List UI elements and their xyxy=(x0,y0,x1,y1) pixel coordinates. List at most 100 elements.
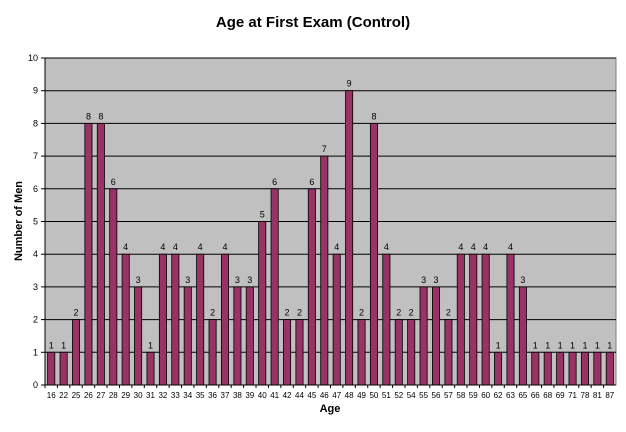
bar-age-78 xyxy=(580,351,589,386)
data-label: 1 xyxy=(595,340,600,350)
bar-age-65 xyxy=(518,286,527,386)
x-tick-label: 54 xyxy=(407,391,416,400)
data-label: 8 xyxy=(371,111,376,121)
data-label: 2 xyxy=(297,308,302,318)
y-axis-label: Number of Men xyxy=(13,181,25,261)
x-tick-label: 33 xyxy=(171,391,180,400)
data-label: 4 xyxy=(334,242,339,252)
data-label: 5 xyxy=(260,210,265,220)
y-tick-label: 10 xyxy=(28,53,38,63)
x-tick-label: 55 xyxy=(419,391,428,400)
data-label: 3 xyxy=(421,275,426,285)
bars xyxy=(47,90,614,386)
bar-age-27 xyxy=(96,123,105,386)
bar-age-48 xyxy=(345,90,354,386)
bar-age-25 xyxy=(72,319,81,386)
bar-age-41 xyxy=(270,188,279,386)
data-label: 2 xyxy=(409,308,414,318)
data-label: 6 xyxy=(309,177,314,187)
x-tick-label: 25 xyxy=(72,391,81,400)
bar-age-39 xyxy=(245,286,254,386)
bar-age-50 xyxy=(369,123,378,386)
data-label: 4 xyxy=(458,242,463,252)
y-tick-label: 5 xyxy=(33,217,38,227)
data-label: 4 xyxy=(160,242,165,252)
data-label: 2 xyxy=(74,308,79,318)
x-tick-label: 68 xyxy=(543,391,552,400)
data-label: 1 xyxy=(582,340,587,350)
data-label: 4 xyxy=(173,242,178,252)
y-tick-label: 9 xyxy=(33,86,38,96)
x-tick-label: 41 xyxy=(270,391,279,400)
bar-age-49 xyxy=(357,319,366,386)
y-tick-label: 4 xyxy=(33,249,38,259)
y-tick-label: 1 xyxy=(33,347,38,357)
bar-age-56 xyxy=(432,286,441,386)
x-axis-ticks: 16 22 25 26 27 28 29 30 31 32 33 34 35 36 37 38 39 40 41 42… xyxy=(44,385,615,400)
x-tick-label: 28 xyxy=(109,391,118,400)
data-label: 2 xyxy=(396,308,401,318)
data-label: 1 xyxy=(61,340,66,350)
bar-age-71 xyxy=(568,351,577,386)
data-label: 4 xyxy=(384,242,389,252)
x-tick-label: 78 xyxy=(581,391,590,400)
x-tick-label: 36 xyxy=(208,391,217,400)
data-label: 9 xyxy=(347,79,352,89)
bar-age-29 xyxy=(121,253,130,386)
y-tick-label: 6 xyxy=(33,184,38,194)
bar-age-32 xyxy=(158,253,167,386)
x-tick-label: 30 xyxy=(134,391,143,400)
data-label: 3 xyxy=(247,275,252,285)
x-tick-label: 71 xyxy=(568,391,577,400)
x-tick-label: 46 xyxy=(320,391,329,400)
data-label: 2 xyxy=(285,308,290,318)
data-label: 1 xyxy=(533,340,538,350)
x-tick-label: 16 xyxy=(47,391,56,400)
x-tick-label: 57 xyxy=(444,391,453,400)
data-label: 4 xyxy=(198,242,203,252)
x-tick-label: 59 xyxy=(469,391,478,400)
x-tick-label: 52 xyxy=(394,391,403,400)
x-tick-label: 37 xyxy=(221,391,230,400)
bar-age-33 xyxy=(171,253,180,386)
bar-age-66 xyxy=(531,351,540,386)
data-label: 4 xyxy=(471,242,476,252)
bar-age-38 xyxy=(233,286,242,386)
data-label: 6 xyxy=(272,177,277,187)
x-tick-label: 26 xyxy=(84,391,93,400)
bar-age-69 xyxy=(556,351,565,386)
bar-age-40 xyxy=(258,221,267,386)
data-label: 8 xyxy=(86,111,91,121)
x-tick-label: 39 xyxy=(245,391,254,400)
data-label: 3 xyxy=(520,275,525,285)
x-tick-label: 35 xyxy=(196,391,205,400)
x-tick-label: 45 xyxy=(307,391,316,400)
bar-age-28 xyxy=(109,188,118,386)
data-label: 2 xyxy=(359,308,364,318)
x-axis-label: Age xyxy=(320,403,341,415)
bar-age-36 xyxy=(208,319,217,386)
x-tick-label: 27 xyxy=(96,391,105,400)
data-label: 1 xyxy=(545,340,550,350)
x-tick-label: 32 xyxy=(158,391,167,400)
x-tick-label: 69 xyxy=(556,391,565,400)
data-label: 1 xyxy=(570,340,575,350)
chart-title: Age at First Exam (Control) xyxy=(216,14,410,31)
x-tick-label: 51 xyxy=(382,391,391,400)
x-tick-label: 48 xyxy=(345,391,354,400)
x-tick-label: 81 xyxy=(593,391,602,400)
data-label: 1 xyxy=(558,340,563,350)
data-label: 4 xyxy=(222,242,227,252)
bar-age-22 xyxy=(59,351,68,386)
bar-age-37 xyxy=(220,253,229,386)
bar-age-16 xyxy=(47,351,56,386)
bar-age-26 xyxy=(84,123,93,386)
bar-age-62 xyxy=(494,351,503,386)
x-tick-label: 87 xyxy=(605,391,614,400)
data-label: 1 xyxy=(607,340,612,350)
bar-age-35 xyxy=(196,253,205,386)
bar-age-44 xyxy=(295,319,304,386)
bar-age-52 xyxy=(394,319,403,386)
x-tick-label: 40 xyxy=(258,391,267,400)
data-label: 3 xyxy=(434,275,439,285)
